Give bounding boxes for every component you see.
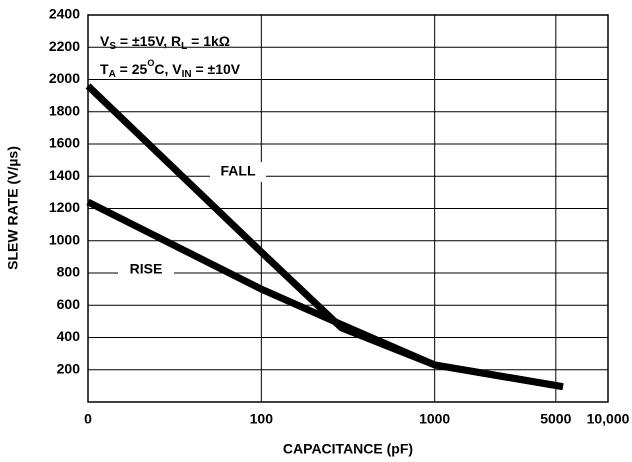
x-tick-label: 100	[250, 411, 274, 427]
y-tick-label: 200	[57, 360, 81, 376]
y-tick-label: 1200	[49, 199, 80, 215]
x-tick-label: 1000	[419, 411, 450, 427]
series-line	[86, 198, 564, 391]
x-tick-label: 5000	[540, 411, 571, 427]
y-tick-label: 1400	[49, 167, 80, 183]
x-axis-title: CAPACITANCE (pF)	[283, 441, 413, 457]
y-tick-label: 1600	[49, 135, 80, 151]
y-tick-label: 2400	[49, 6, 80, 22]
y-tick-label: 1800	[49, 102, 80, 118]
annotation: VS = ±15V, RL = 1kΩ	[100, 33, 230, 52]
y-tick-label: 400	[57, 328, 81, 344]
annotation-box	[96, 28, 308, 84]
label-bg	[118, 260, 174, 280]
y-tick-label: 1000	[49, 231, 80, 247]
y-tick-label: 2200	[49, 38, 80, 54]
x-tick-label: 10,000	[587, 411, 630, 427]
series-label: RISE	[130, 261, 163, 277]
y-tick-label: 600	[57, 296, 81, 312]
annotation: TA = 25OC, VIN = ±10V	[100, 58, 241, 79]
x-tick-label: 0	[84, 411, 92, 427]
series-label: FALL	[221, 163, 256, 179]
label-bg	[210, 162, 266, 182]
y-tick-label: 800	[57, 264, 81, 280]
y-tick-label: 2000	[49, 70, 80, 86]
y-axis-title: SLEW RATE (V/µs)	[5, 146, 21, 270]
